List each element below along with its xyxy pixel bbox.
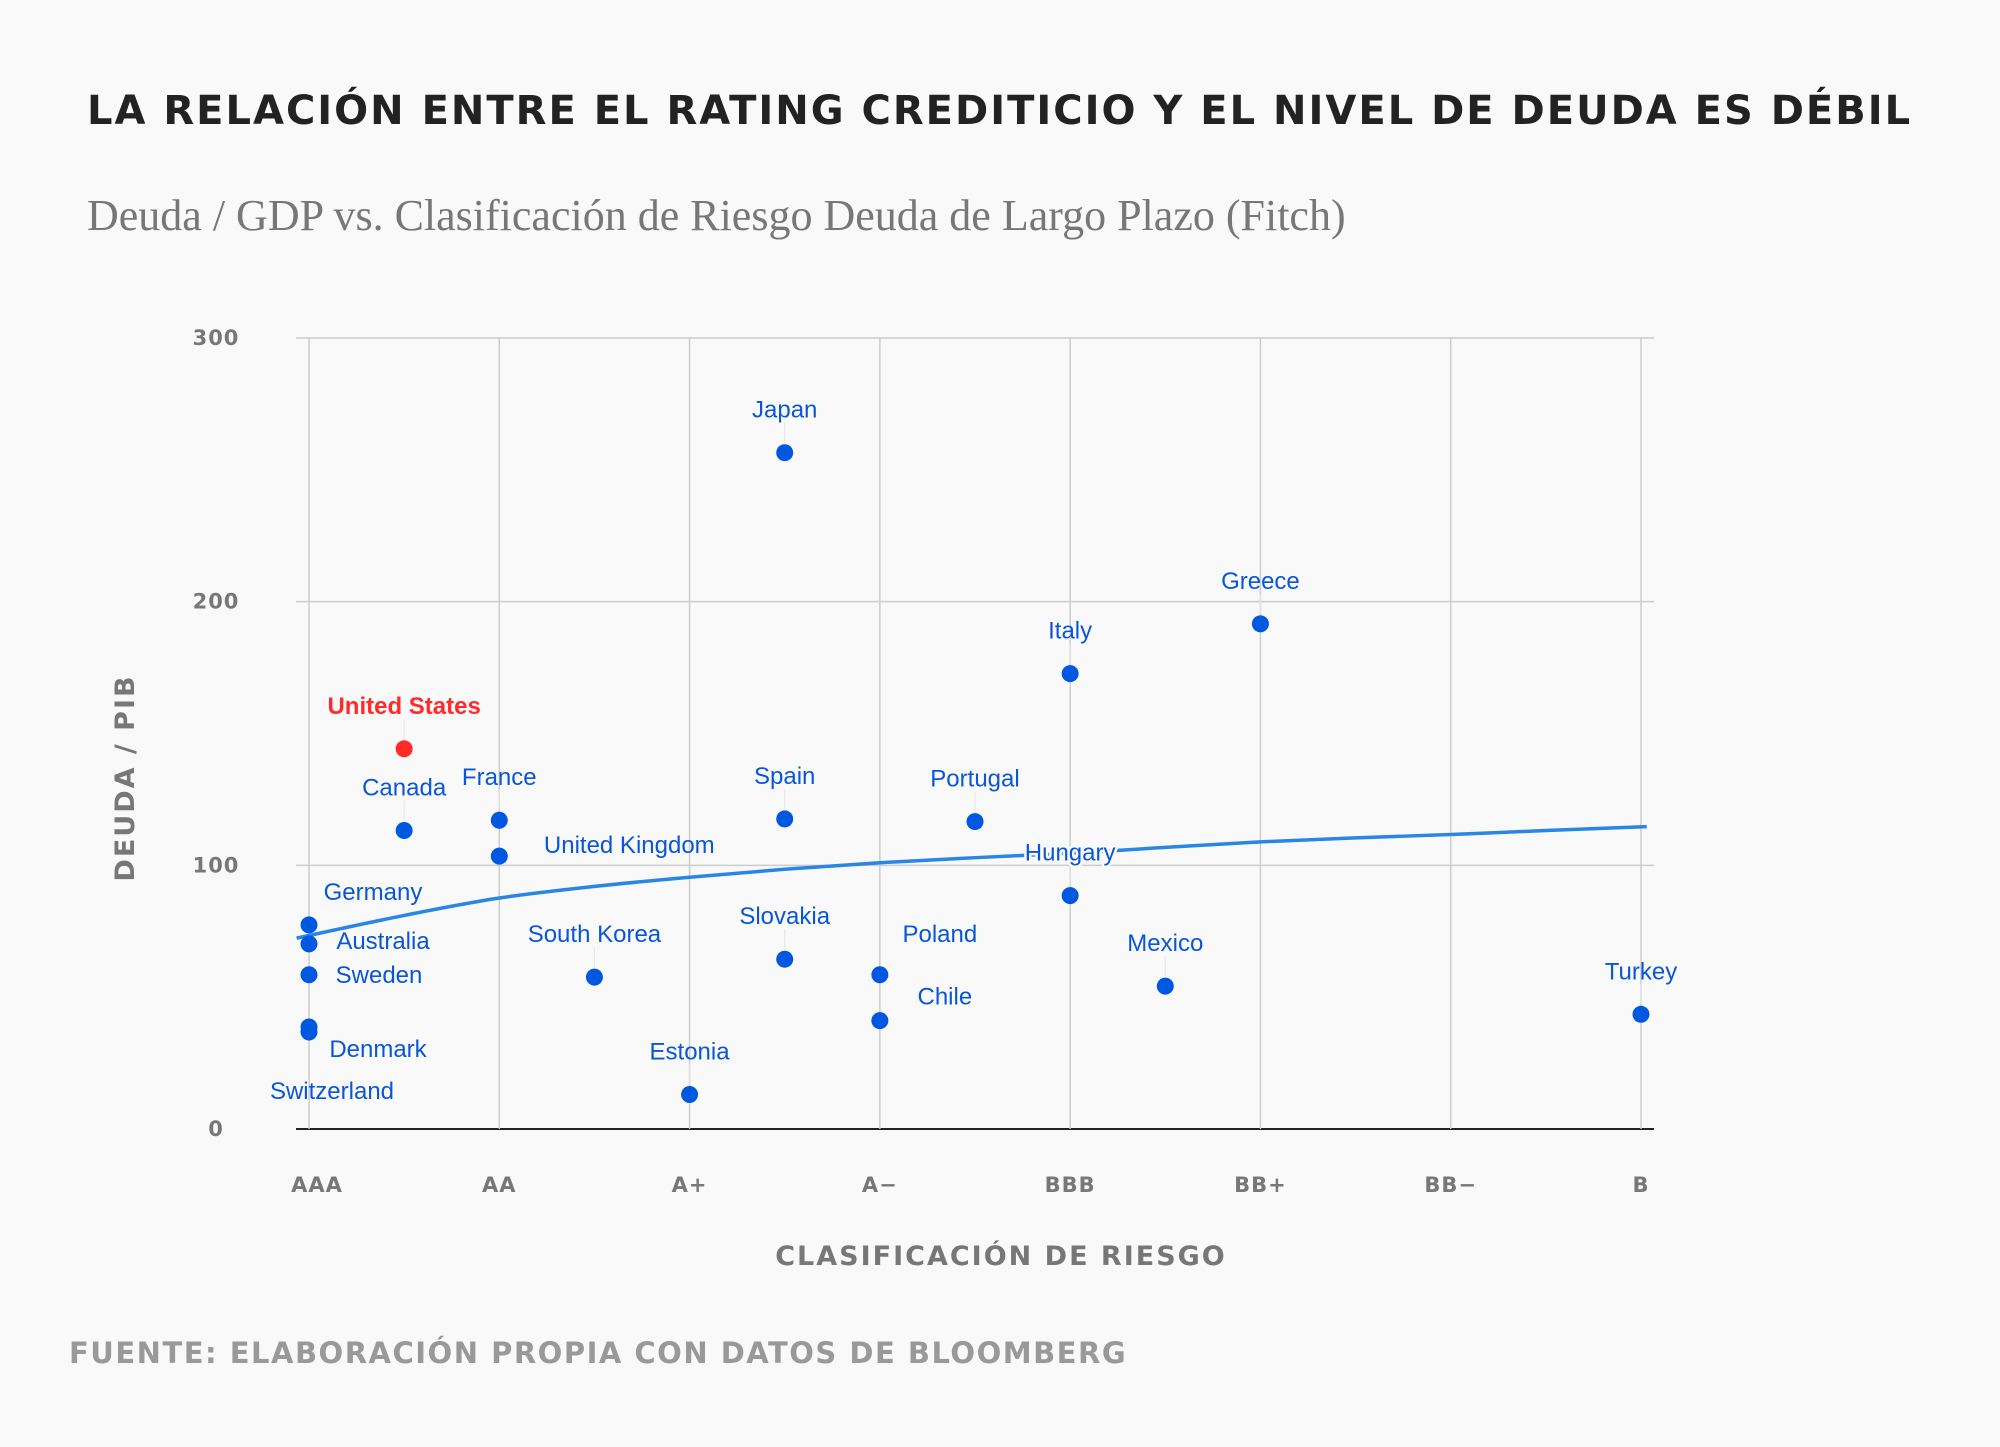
data-label: Switzerland <box>270 1078 394 1105</box>
data-point-group: United Kingdom <box>490 832 715 865</box>
data-label: Mexico <box>1127 930 1203 957</box>
y-axis-title: DEUDA / PIB <box>110 674 141 881</box>
data-point <box>776 810 794 828</box>
data-point-group: Mexico <box>1127 930 1203 995</box>
data-point-group: Spain <box>754 763 815 828</box>
data-point-group: Switzerland <box>270 1023 394 1105</box>
data-label: Germany <box>324 879 423 906</box>
data-label: Italy <box>1048 618 1092 645</box>
data-point <box>1061 887 1079 905</box>
data-label: Chile <box>918 984 973 1011</box>
data-point-group: Canada <box>362 775 447 840</box>
data-point <box>871 966 889 984</box>
x-tick-label: BB− <box>1424 1173 1477 1197</box>
data-label: Canada <box>362 775 447 802</box>
data-point <box>1061 665 1079 683</box>
data-point-group: Australia <box>300 928 430 955</box>
x-tick-label: A+ <box>672 1173 708 1197</box>
data-label: United States <box>327 693 480 720</box>
data-point <box>1251 615 1269 633</box>
data-label: United Kingdom <box>544 832 715 859</box>
data-point-group: United States <box>327 693 481 758</box>
data-label: Portugal <box>930 766 1019 793</box>
data-point <box>300 935 318 953</box>
data-label: Sweden <box>336 962 423 989</box>
data-point <box>681 1085 699 1103</box>
data-label: Spain <box>754 763 815 790</box>
y-tick-label: 300 <box>193 326 240 350</box>
data-point-group: Slovakia <box>739 903 831 968</box>
x-tick-label: B <box>1632 1173 1649 1197</box>
data-point-group: Hungary <box>1022 837 1118 905</box>
data-point-group: Japan <box>752 397 817 462</box>
data-point <box>1156 977 1174 995</box>
data-point <box>300 916 318 934</box>
grid <box>296 337 1654 1130</box>
data-point-group: Turkey <box>1605 958 1677 1023</box>
data-point <box>395 740 413 758</box>
data-point-group: Chile <box>871 984 972 1030</box>
data-point-group: South Korea <box>528 921 662 986</box>
data-point <box>490 811 508 829</box>
data-point-group: Portugal <box>930 766 1020 831</box>
data-label: Estonia <box>650 1038 731 1065</box>
data-point <box>300 966 318 984</box>
data-point-group: Italy <box>1048 618 1092 683</box>
chart-subtitle: Deuda / GDP vs. Clasificación de Riesgo … <box>87 191 1346 240</box>
data-label: Greece <box>1221 568 1300 595</box>
x-axis-title: CLASIFICACIÓN DE RIESGO <box>775 1240 1227 1272</box>
x-tick-label: AA <box>482 1173 517 1197</box>
data-label: Japan <box>752 397 817 424</box>
y-tick-label: 0 <box>208 1117 224 1141</box>
data-point-group: Denmark <box>300 1018 428 1063</box>
data-point <box>776 444 794 462</box>
x-tick-label: BBB <box>1045 1173 1096 1197</box>
data-point-group: Germany <box>300 879 423 934</box>
data-label: France <box>462 764 537 791</box>
x-tick-label: AAA <box>291 1173 343 1197</box>
data-point <box>585 968 603 986</box>
x-tick-label: A− <box>862 1173 898 1197</box>
data-points: Japan Greece Italy United States Spain Portug… <box>270 397 1677 1105</box>
chart-title: LA RELACIÓN ENTRE EL RATING CREDITICIO Y… <box>87 88 1913 134</box>
y-tick-label: 100 <box>193 853 240 877</box>
data-label: Poland <box>902 921 977 948</box>
data-point <box>490 847 508 865</box>
data-point-group: Estonia <box>650 1038 731 1103</box>
data-point <box>966 813 984 831</box>
trendline <box>296 824 1647 940</box>
data-label: Hungary <box>1025 840 1116 867</box>
data-point <box>395 822 413 840</box>
x-tick-label: BB+ <box>1234 1173 1287 1197</box>
data-point <box>776 950 794 968</box>
data-point-group: Sweden <box>300 962 423 989</box>
data-point <box>1632 1005 1650 1023</box>
trendline-group <box>296 824 1647 940</box>
data-label: Slovakia <box>739 903 830 930</box>
data-point-group: Greece <box>1221 568 1300 633</box>
data-label: Denmark <box>329 1036 427 1063</box>
data-label: Turkey <box>1605 958 1677 985</box>
data-point <box>871 1012 889 1030</box>
data-label: Australia <box>336 928 430 955</box>
source-note: FUENTE: ELABORACIÓN PROPIA CON DATOS DE … <box>69 1336 1128 1370</box>
data-point-group: Poland <box>871 921 977 984</box>
data-label: South Korea <box>528 921 662 948</box>
data-point-group: France <box>462 764 537 829</box>
y-tick-label: 200 <box>193 590 240 614</box>
data-point <box>300 1023 318 1041</box>
